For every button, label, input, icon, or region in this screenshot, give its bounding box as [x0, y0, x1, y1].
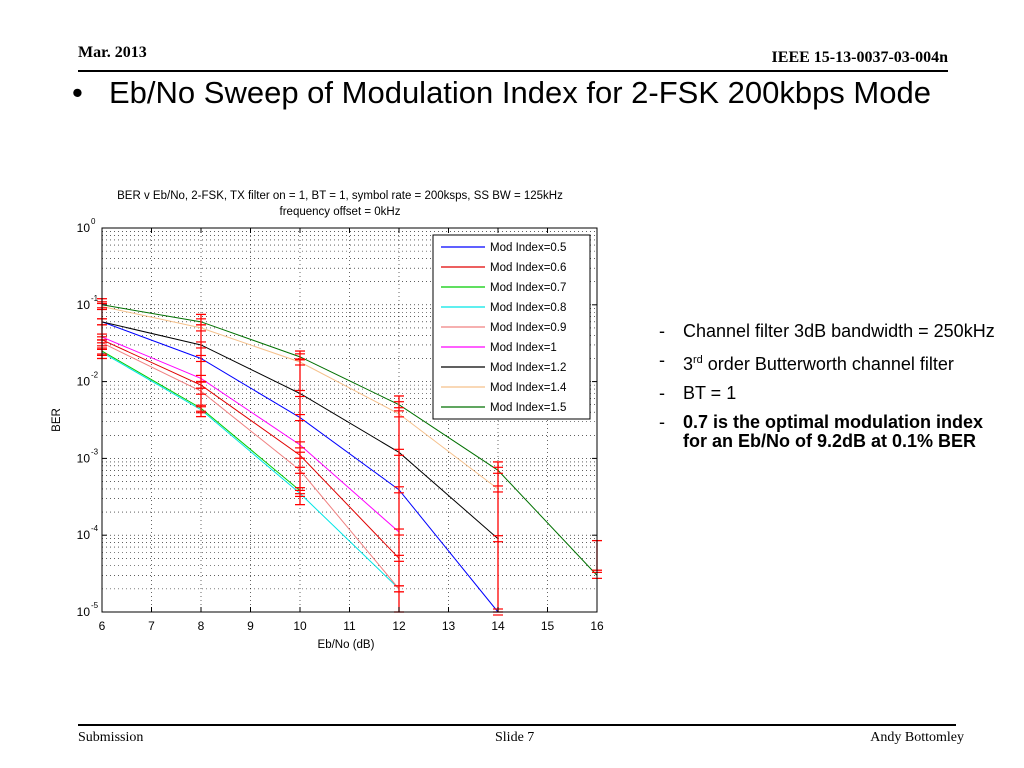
title-text: Eb/No Sweep of Modulation Index for 2-FS…: [109, 75, 931, 110]
note-text: Channel filter 3dB bandwidth = 250kHz: [683, 321, 995, 341]
series-line: [101, 336, 400, 533]
x-tick-label: 7: [148, 619, 155, 633]
legend-label: Mod Index=0.8: [490, 302, 566, 314]
footer-author: Andy Bottomley: [870, 730, 964, 745]
x-tick-label: 16: [590, 619, 604, 633]
note-superscript: rd: [693, 354, 703, 366]
note-text: order Butterworth channel filter: [702, 354, 954, 374]
legend-label: Mod Index=0.5: [490, 242, 566, 254]
footer-slide-number: Slide 7: [495, 730, 535, 745]
y-axis-label: BER: [51, 408, 63, 432]
series-line: [101, 351, 400, 590]
note-dash: -: [659, 383, 665, 403]
legend-label: Mod Index=1.4: [490, 382, 567, 394]
header-doc-id: IEEE 15-13-0037-03-004n: [771, 49, 948, 66]
note-item: - Channel filter 3dB bandwidth = 250kHz: [655, 322, 995, 341]
legend-label: Mod Index=1.5: [490, 402, 566, 414]
footer-left: Submission: [78, 730, 144, 745]
y-tick-label: 10: [77, 528, 91, 542]
notes-list: - Channel filter 3dB bandwidth = 250kHz …: [655, 322, 995, 461]
note-prefix: 3: [683, 354, 694, 374]
series-line: [101, 304, 598, 576]
legend-label: Mod Index=1: [490, 342, 557, 354]
y-tick-exponent: 0: [91, 217, 96, 226]
x-axis-label: Eb/No (dB): [318, 639, 375, 651]
chart-legend: Mod Index=0.5 Mod Index=0.6 Mod Index=0.7 M…: [432, 234, 591, 420]
title-bullet: •: [72, 75, 83, 110]
y-tick-exponent: -1: [91, 294, 99, 303]
y-tick-label: 10: [77, 221, 91, 235]
x-tick-label: 12: [392, 619, 406, 633]
y-tick-exponent: -4: [91, 524, 99, 533]
y-tick-exponent: -5: [91, 601, 99, 610]
note-item-highlight: - 0.7 is the optimal modulation index fo…: [655, 413, 995, 451]
legend-label: Mod Index=0.9: [490, 322, 566, 334]
footer-rule: [78, 724, 956, 726]
x-tick-label: 14: [491, 619, 505, 633]
chart-title: BER v Eb/No, 2-FSK, TX filter on = 1, BT…: [117, 190, 563, 202]
note-text: BT = 1: [683, 383, 737, 403]
y-tick-exponent: -3: [91, 447, 99, 456]
chart-series: [101, 304, 598, 613]
header-date: Mar. 2013: [78, 44, 147, 61]
x-tick-label: 8: [198, 619, 205, 633]
note-dash: -: [659, 412, 665, 432]
x-tick-label: 10: [293, 619, 307, 633]
x-tick-label: 11: [343, 619, 356, 633]
header-rule: [78, 70, 948, 72]
y-tick-label: 10: [77, 451, 91, 465]
series-line: [101, 342, 400, 590]
y-tick-label: 10: [77, 375, 91, 389]
legend-label: Mod Index=1.2: [490, 362, 566, 374]
y-tick-label: 10: [77, 298, 91, 312]
x-tick-label: 6: [99, 619, 106, 633]
legend-label: Mod Index=0.6: [490, 262, 566, 274]
y-tick-exponent: -2: [91, 371, 99, 380]
chart-svg: BER v Eb/No, 2-FSK, TX filter on = 1, BT…: [51, 190, 604, 651]
note-item: - 3rd order Butterworth channel filter: [655, 351, 995, 374]
x-tick-label: 15: [541, 619, 555, 633]
x-tick-label: 13: [442, 619, 456, 633]
series-line: [101, 339, 400, 559]
ber-chart: BER v Eb/No, 2-FSK, TX filter on = 1, BT…: [40, 180, 640, 660]
chart-subtitle: frequency offset = 0kHz: [280, 206, 401, 218]
legend-label: Mod Index=0.7: [490, 282, 566, 294]
y-tick-label: 10: [77, 605, 91, 619]
note-dash: -: [659, 321, 665, 341]
note-text: 0.7 is the optimal modulation index for …: [683, 412, 984, 451]
note-item: - BT = 1: [655, 384, 995, 403]
x-tick-label: 9: [247, 619, 254, 633]
note-dash: -: [659, 350, 665, 370]
